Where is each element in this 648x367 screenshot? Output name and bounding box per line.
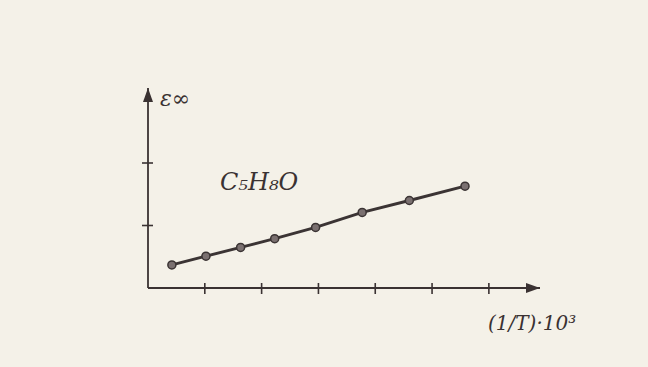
data-point xyxy=(168,261,176,269)
y-axis-label: ε∞ xyxy=(160,86,190,111)
x-tick xyxy=(204,283,206,294)
data-point xyxy=(405,197,413,205)
x-tick xyxy=(318,283,320,294)
y-axis xyxy=(147,88,149,288)
data-point xyxy=(271,235,279,243)
data-point xyxy=(312,223,320,231)
title: C₅H₈O xyxy=(220,168,299,196)
x-axis xyxy=(148,287,540,289)
data-line xyxy=(172,186,465,265)
marks xyxy=(168,182,469,269)
data-point xyxy=(358,208,366,216)
y-tick xyxy=(142,225,153,227)
x-tick xyxy=(488,283,490,294)
x-arrow xyxy=(526,283,540,293)
data-point xyxy=(202,252,210,260)
background xyxy=(0,0,648,367)
x-tick xyxy=(261,283,263,294)
data-point xyxy=(461,182,469,190)
data-point xyxy=(237,243,245,251)
chart: C₅H₈O ε∞ (1/T)·10³ xyxy=(0,0,648,367)
y-arrow xyxy=(143,88,153,102)
x-tick xyxy=(431,283,433,294)
x-tick xyxy=(374,283,376,294)
x-axis-label: (1/T)·10³ xyxy=(488,311,576,335)
y-tick xyxy=(142,162,153,164)
